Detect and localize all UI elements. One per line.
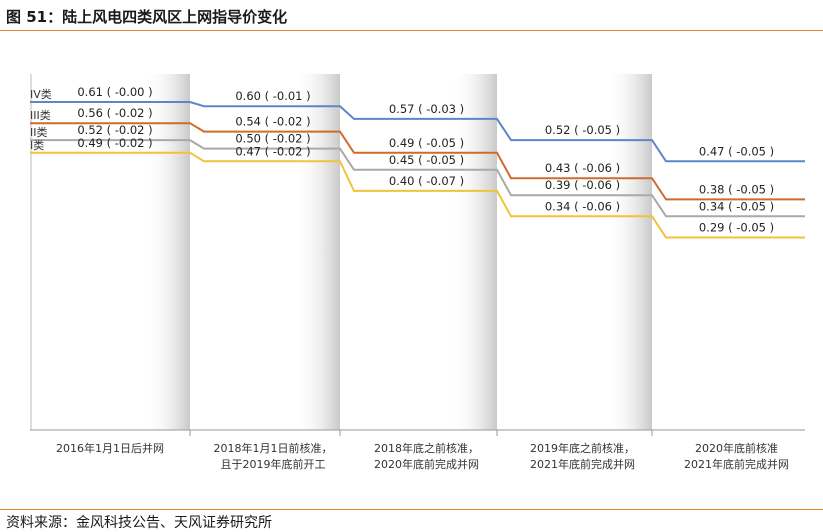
category-label: 2021年底前完成并网	[684, 457, 789, 471]
data-label: 0.38 ( -0.05 )	[699, 182, 774, 196]
data-label: 0.34 ( -0.06 )	[545, 199, 620, 213]
data-label: 0.39 ( -0.06 )	[545, 178, 620, 192]
column-shade	[451, 74, 497, 430]
title-rule	[0, 30, 823, 31]
category-label: 2020年底前核准	[695, 441, 778, 455]
series-name: IV类	[30, 87, 52, 101]
data-label: 0.43 ( -0.06 )	[545, 161, 620, 175]
data-label: 0.60 ( -0.01 )	[235, 89, 310, 103]
data-label: 0.54 ( -0.02 )	[235, 115, 310, 129]
data-label: 0.49 ( -0.05 )	[389, 136, 464, 150]
category-label: 2019年底之前核准，	[530, 441, 635, 455]
category-label: 2021年底前完成并网	[530, 457, 635, 471]
data-label: 0.34 ( -0.05 )	[699, 199, 774, 213]
data-label: 0.40 ( -0.07 )	[389, 174, 464, 188]
data-label: 0.45 ( -0.05 )	[389, 153, 464, 167]
series-name: I类	[30, 138, 44, 152]
data-label: 0.57 ( -0.03 )	[389, 102, 464, 116]
category-label: 2018年1月1日前核准，	[214, 441, 333, 455]
source-rule	[0, 509, 823, 510]
data-label: 0.47 ( -0.05 )	[699, 144, 774, 158]
data-label: 0.49 ( -0.02 )	[77, 136, 152, 150]
data-label: 0.29 ( -0.05 )	[699, 221, 774, 235]
category-label: 2018年底之前核准，	[374, 441, 479, 455]
data-label: 0.56 ( -0.02 )	[77, 106, 152, 120]
figure-title: 图 51：陆上风电四类风区上网指导价变化	[6, 6, 287, 27]
data-label: 0.61 ( -0.00 )	[77, 85, 152, 99]
category-label: 且于2019年底前开工	[221, 457, 326, 471]
series-name: II类	[30, 125, 48, 139]
category-label: 2020年底前完成并网	[374, 457, 479, 471]
source-note: 资料来源：金风科技公告、天风证券研究所	[6, 512, 272, 532]
data-label: 0.47 ( -0.02 )	[235, 144, 310, 158]
category-label: 2016年1月1日后并网	[56, 441, 164, 455]
data-label: 0.52 ( -0.05 )	[545, 123, 620, 137]
series-name: III类	[30, 108, 51, 122]
